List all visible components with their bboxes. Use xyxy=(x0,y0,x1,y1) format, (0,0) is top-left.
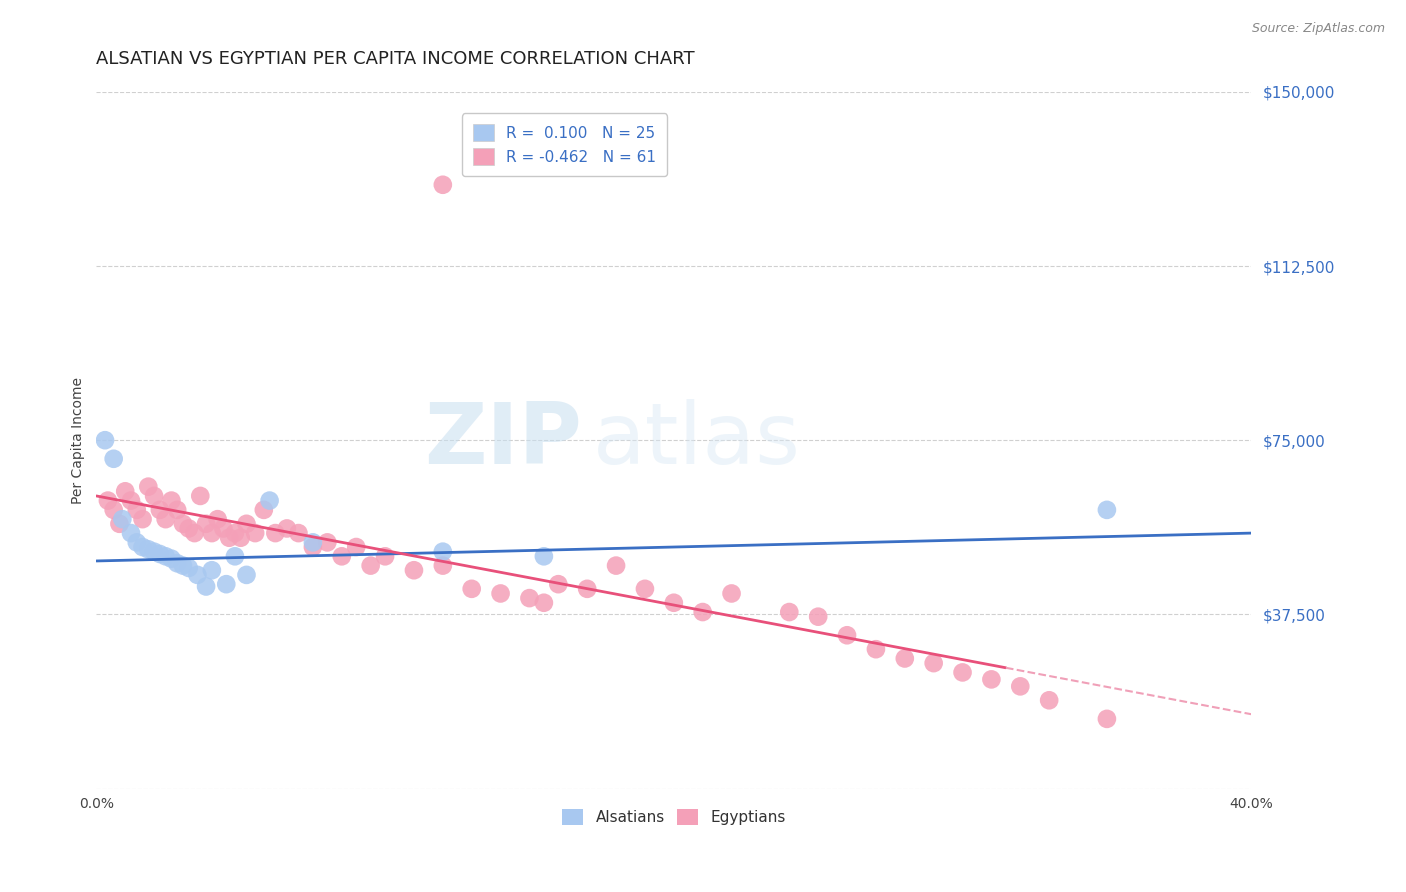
Point xyxy=(172,516,194,531)
Point xyxy=(94,434,117,448)
Point xyxy=(131,540,153,554)
Point xyxy=(215,577,238,591)
Point xyxy=(243,526,266,541)
Point xyxy=(894,651,917,665)
Point xyxy=(111,512,134,526)
Point xyxy=(662,596,685,610)
Point xyxy=(212,521,235,535)
Point xyxy=(264,526,287,541)
Point xyxy=(460,582,482,596)
Point xyxy=(177,521,200,535)
Text: atlas: atlas xyxy=(593,399,801,482)
Point xyxy=(224,526,246,541)
Point xyxy=(172,558,194,573)
Point xyxy=(835,628,858,642)
Point xyxy=(149,503,172,517)
Point xyxy=(166,503,188,517)
Point xyxy=(302,540,325,554)
Legend: Alsatians, Egyptians: Alsatians, Egyptians xyxy=(554,801,793,833)
Point xyxy=(177,561,200,575)
Point xyxy=(402,563,425,577)
Point xyxy=(374,549,396,564)
Point xyxy=(259,493,281,508)
Point xyxy=(108,516,131,531)
Point xyxy=(125,503,148,517)
Point xyxy=(188,489,211,503)
Point xyxy=(235,567,257,582)
Point xyxy=(218,531,240,545)
Point xyxy=(519,591,541,606)
Point xyxy=(922,656,945,670)
Point xyxy=(207,512,229,526)
Point xyxy=(136,480,159,494)
Point xyxy=(533,549,555,564)
Point xyxy=(952,665,974,680)
Point xyxy=(1095,712,1118,726)
Point xyxy=(533,596,555,610)
Point xyxy=(201,526,224,541)
Point xyxy=(1010,679,1032,693)
Point xyxy=(778,605,800,619)
Point xyxy=(1038,693,1060,707)
Point xyxy=(224,549,246,564)
Point xyxy=(692,605,714,619)
Point xyxy=(432,544,454,558)
Point xyxy=(160,493,183,508)
Point xyxy=(287,526,309,541)
Point xyxy=(160,551,183,566)
Point xyxy=(489,586,512,600)
Point xyxy=(316,535,339,549)
Point xyxy=(131,512,153,526)
Point xyxy=(120,526,142,541)
Point xyxy=(186,567,208,582)
Point xyxy=(155,512,177,526)
Point xyxy=(120,493,142,508)
Point xyxy=(634,582,657,596)
Point xyxy=(360,558,382,573)
Point xyxy=(235,516,257,531)
Point xyxy=(720,586,742,600)
Point xyxy=(980,673,1002,687)
Point xyxy=(155,549,177,564)
Point xyxy=(166,556,188,570)
Point xyxy=(229,531,252,545)
Point xyxy=(432,178,454,192)
Point xyxy=(136,542,159,557)
Text: ZIP: ZIP xyxy=(423,399,582,482)
Point xyxy=(114,484,136,499)
Point xyxy=(143,489,166,503)
Y-axis label: Per Capita Income: Per Capita Income xyxy=(72,376,86,504)
Point xyxy=(149,547,172,561)
Point xyxy=(605,558,627,573)
Point xyxy=(125,535,148,549)
Point xyxy=(432,558,454,573)
Point xyxy=(344,540,367,554)
Point xyxy=(576,582,599,596)
Point xyxy=(103,503,125,517)
Point xyxy=(201,563,224,577)
Text: ALSATIAN VS EGYPTIAN PER CAPITA INCOME CORRELATION CHART: ALSATIAN VS EGYPTIAN PER CAPITA INCOME C… xyxy=(97,50,695,68)
Point xyxy=(807,609,830,624)
Point xyxy=(547,577,569,591)
Point xyxy=(97,493,120,508)
Point xyxy=(330,549,353,564)
Point xyxy=(865,642,887,657)
Point xyxy=(143,544,166,558)
Text: Source: ZipAtlas.com: Source: ZipAtlas.com xyxy=(1251,22,1385,36)
Point xyxy=(183,526,205,541)
Point xyxy=(103,451,125,466)
Point xyxy=(276,521,298,535)
Point xyxy=(195,580,218,594)
Point xyxy=(1095,503,1118,517)
Point xyxy=(253,503,276,517)
Point xyxy=(195,516,218,531)
Point xyxy=(302,535,325,549)
